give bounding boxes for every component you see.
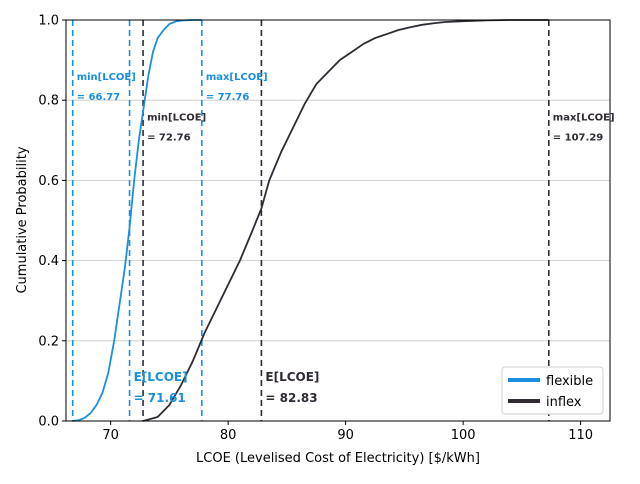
vline-label-flexible-0-value: = 66.77 <box>77 92 121 103</box>
vline-label-flexible-0-name: min[LCOE] <box>77 72 136 83</box>
vline-label-flexible-2-value: = 77.76 <box>206 92 250 103</box>
series-layer <box>72 19 549 422</box>
legend: flexible inflex <box>501 366 604 415</box>
y-tick-label-1: 0.2 <box>38 334 59 349</box>
x-tick-label-0: 70 <box>102 428 119 443</box>
grid-layer <box>66 99 610 342</box>
series-line-inflex <box>142 19 549 422</box>
vline-label-inflex-4-name: E[LCOE] <box>265 370 319 384</box>
y-tick-label-5: 1.0 <box>38 14 59 29</box>
vline-label-flexible-2-name: max[LCOE] <box>206 72 268 83</box>
y-tick-label-3: 0.6 <box>38 174 59 189</box>
vline-label-inflex-3-value: = 72.76 <box>147 132 191 143</box>
x-tick-label-3: 100 <box>451 428 476 443</box>
vline-label-flexible-1-value: = 71.61 <box>134 391 186 405</box>
vline-label-inflex-3-name: min[LCOE] <box>147 112 206 123</box>
plot-frame <box>65 19 611 422</box>
x-axis-label: LCOE (Levelised Cost of Electricity) [$/… <box>196 451 480 466</box>
x-tick-label-2: 90 <box>337 428 354 443</box>
legend-label-flexible: flexible <box>546 374 593 389</box>
y-tick-label-0: 0.0 <box>38 415 59 430</box>
y-axis-label: Cumulative Probability <box>15 146 30 293</box>
vline-label-inflex-5-name: max[LCOE] <box>553 112 615 123</box>
y-tick-label-4: 0.8 <box>38 94 59 109</box>
tick-layer: 70 80 90 100 110 0.0 0.2 0.4 0.6 0.8 1.0 <box>38 14 593 444</box>
vline-label-inflex-5-value: = 107.29 <box>553 132 603 143</box>
vline-label-inflex-4-value: = 82.83 <box>265 391 317 405</box>
vline-label-flexible-1-name: E[LCOE] <box>134 370 188 384</box>
y-tick-label-2: 0.4 <box>38 254 59 269</box>
series-line-flexible <box>72 19 202 422</box>
annotation-layer: min[LCOE] = 66.77 E[LCOE] = 71.61 max[LCOE] =… <box>77 72 615 405</box>
x-tick-label-4: 110 <box>568 428 593 443</box>
legend-label-inflex: inflex <box>546 395 582 410</box>
x-tick-label-1: 80 <box>220 428 237 443</box>
